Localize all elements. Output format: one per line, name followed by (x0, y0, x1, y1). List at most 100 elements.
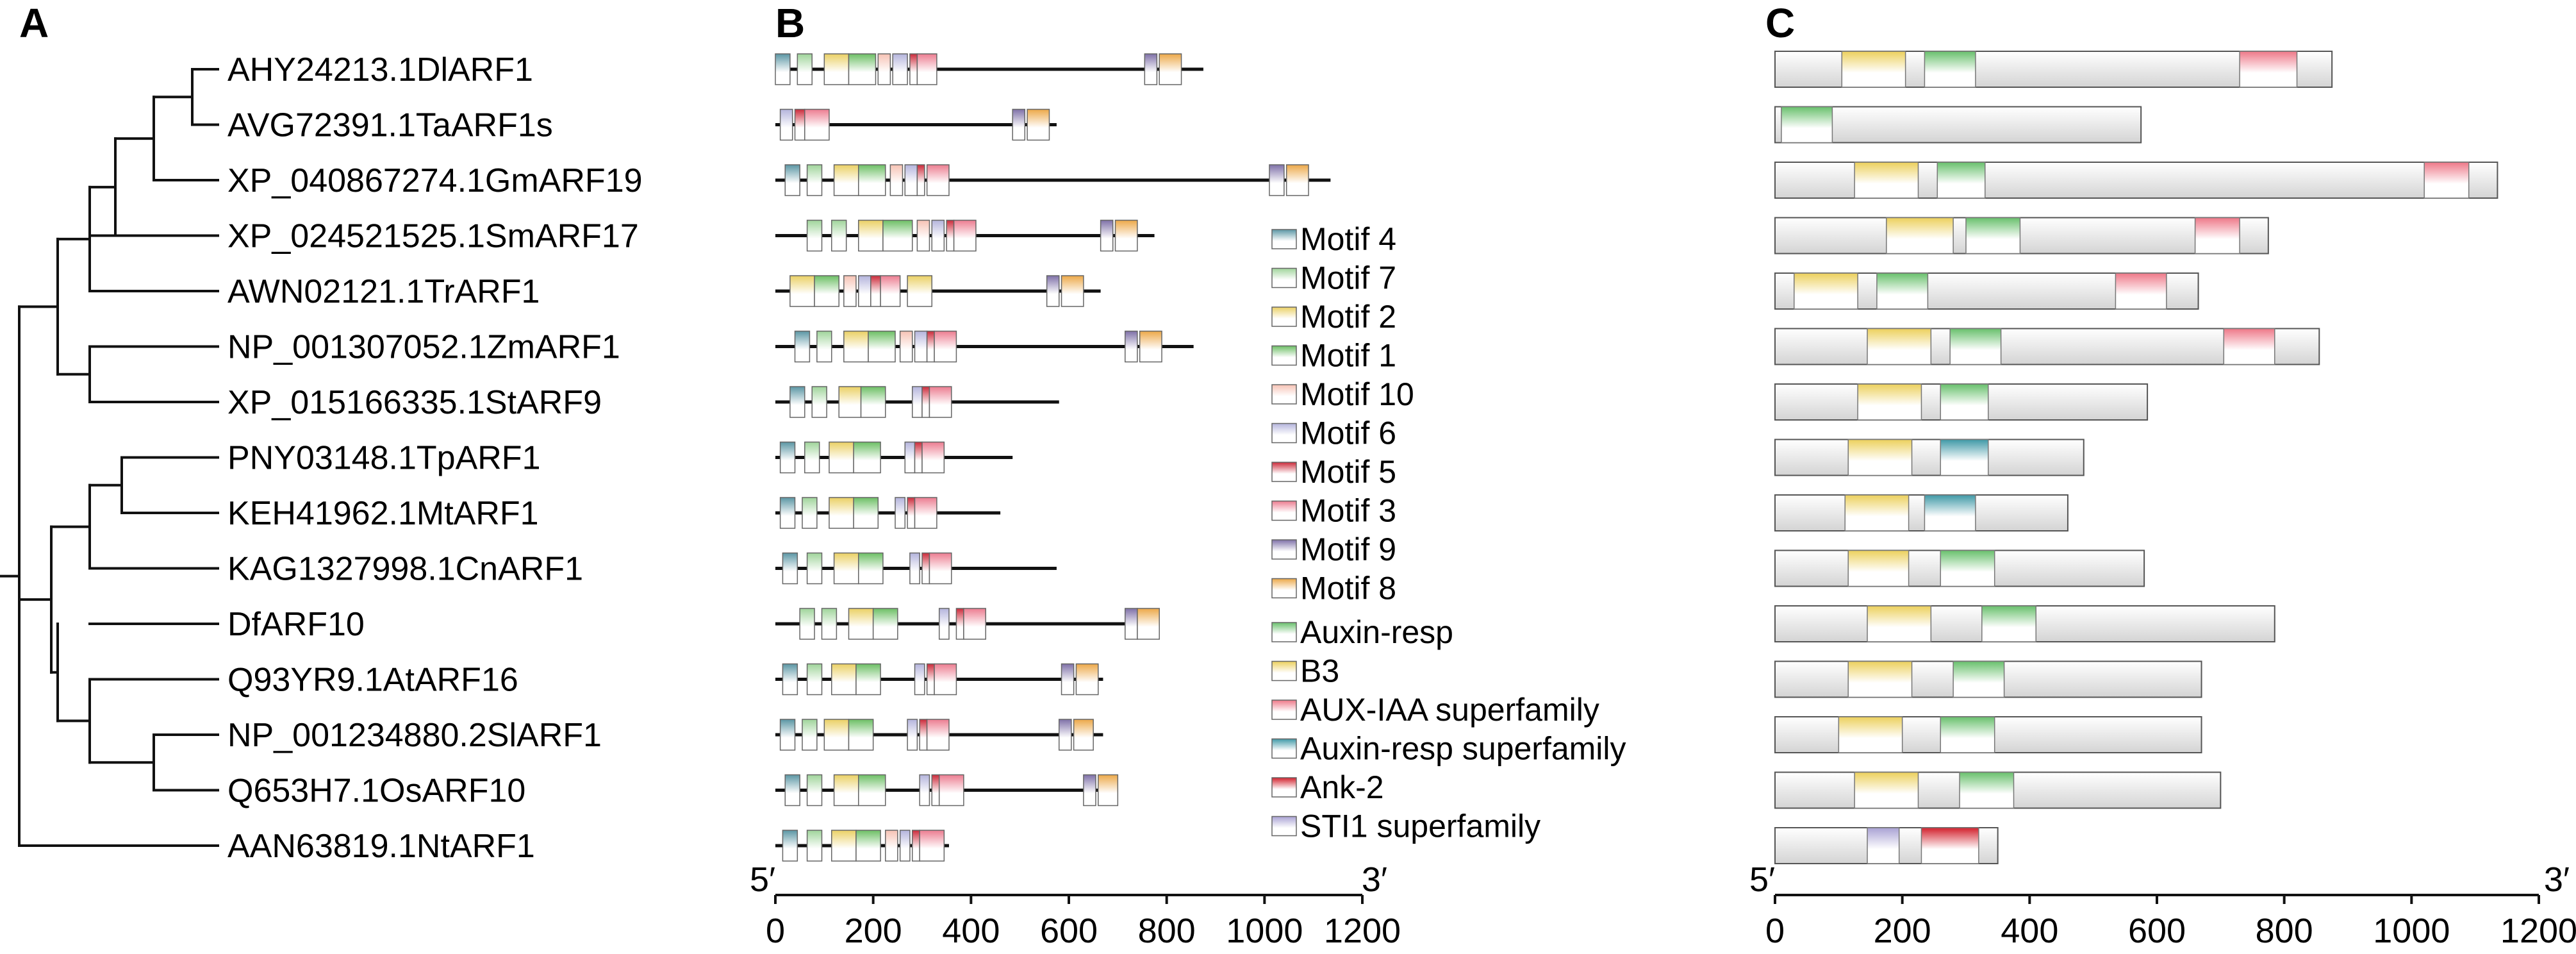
motif-box (804, 108, 830, 141)
domain-box (1940, 383, 1989, 421)
legend-item-domain: Ank-2 (1271, 769, 1384, 805)
motif-box (1012, 108, 1026, 141)
domain-box (1953, 660, 2005, 698)
motif-box (860, 386, 886, 418)
motif-box (782, 830, 798, 862)
legend-swatch (1271, 267, 1297, 289)
motif-box (789, 386, 805, 418)
motif-box (794, 108, 805, 141)
legend-swatch (1271, 660, 1297, 682)
domain-row (1774, 383, 2149, 421)
legend-label: Motif 1 (1300, 338, 1396, 374)
motif-box (855, 663, 881, 696)
taxon-label: XP_024521525.1SmARF17 (227, 218, 639, 255)
motif-box (911, 830, 920, 862)
legend-label: Auxin-resp superfamily (1300, 731, 1626, 767)
motif-box (806, 164, 823, 196)
motif-box (802, 497, 818, 529)
domain-box (1847, 549, 1910, 587)
domain-box (2423, 162, 2470, 199)
axis-tick-label: 800 (2256, 912, 2313, 950)
legend-label: B3 (1300, 653, 1339, 689)
domain-box (1841, 51, 1906, 88)
axis-b-left-end: 5′ (750, 860, 775, 899)
motif-box (919, 774, 930, 807)
motif-box (880, 275, 901, 307)
legend-item-motif: Motif 5 (1271, 454, 1396, 490)
legend-label: Motif 3 (1300, 493, 1396, 529)
taxon-label: DfARF10 (227, 606, 365, 643)
motif-box (914, 497, 937, 529)
motif-box (914, 330, 928, 363)
motif-row (775, 330, 1194, 363)
domain-box (2239, 51, 2298, 88)
motif-box (848, 608, 874, 640)
axis-tick-label: 0 (766, 912, 785, 950)
motif-box (868, 330, 896, 363)
domain-box (1940, 549, 1995, 587)
motif-box (775, 53, 791, 85)
motif-box (1144, 53, 1158, 85)
taxon-label: AHY24213.1DlARF1 (227, 51, 533, 88)
legend-swatch (1271, 578, 1297, 599)
motif-box (816, 330, 832, 363)
motif-box (1046, 275, 1060, 307)
motif-box (931, 219, 945, 252)
motif-box (858, 164, 886, 196)
motif-box (870, 275, 881, 307)
domain-box (1867, 605, 1932, 642)
motif-structure-panel (775, 53, 1331, 862)
legend-item-domain: STI1 superfamily (1271, 808, 1540, 844)
motif-box (911, 386, 923, 418)
domain-row (1774, 272, 2199, 310)
domain-row (1774, 771, 2222, 809)
motif-box (926, 663, 935, 696)
legend-swatch (1271, 462, 1297, 482)
motif-row (775, 275, 1101, 307)
axis-tick-label: 800 (1138, 912, 1196, 950)
legend-label: AUX-IAA superfamily (1300, 692, 1599, 728)
motif-box (946, 219, 955, 252)
taxon-labels: AHY24213.1DlARF1 AVG72391.1TaARF1s XP_0408… (227, 51, 643, 865)
motif-box (1061, 275, 1084, 307)
motif-box (1058, 719, 1072, 751)
legend-label: Motif 9 (1300, 531, 1396, 567)
legend-label: Motif 2 (1300, 299, 1396, 335)
taxon-label: KAG1327998.1CnARF1 (227, 551, 583, 588)
motif-box (806, 830, 823, 862)
motif-row (775, 108, 1057, 141)
domain-box (1794, 272, 1858, 310)
motif-box (794, 330, 811, 363)
motif-box (882, 219, 913, 252)
motif-row (775, 164, 1331, 196)
legend-item-motif: Motif 6 (1271, 415, 1396, 451)
motif-box (953, 219, 977, 252)
motif-box (872, 608, 898, 640)
domain-box (2115, 272, 2167, 310)
motif-box (831, 219, 847, 252)
domain-row (1774, 549, 2145, 587)
motif-box (833, 164, 859, 196)
legend-swatch (1271, 345, 1297, 366)
axis-c-left-end: 5′ (1749, 860, 1775, 899)
legend-swatch (1271, 699, 1297, 720)
taxon-label: Q93YR9.1AtARF16 (227, 662, 518, 699)
motif-box (806, 663, 823, 696)
domain-box (1920, 827, 1979, 864)
motif-row (775, 386, 1059, 418)
protein-bar (1774, 106, 2142, 144)
domain-row (1774, 494, 2068, 531)
domain-row (1774, 162, 2498, 199)
motif-box (934, 330, 957, 363)
motif-box (1114, 219, 1138, 252)
motif-box (921, 386, 930, 418)
motif-box (907, 275, 933, 307)
domain-box (1940, 716, 1995, 753)
legend-label: Motif 7 (1300, 260, 1396, 296)
domain-row (1774, 51, 2333, 88)
motif-box (907, 497, 916, 529)
motif-box (779, 108, 793, 141)
motif-box (802, 719, 818, 751)
axis-tick-label: 400 (2001, 912, 2058, 950)
motif-box (848, 53, 877, 85)
